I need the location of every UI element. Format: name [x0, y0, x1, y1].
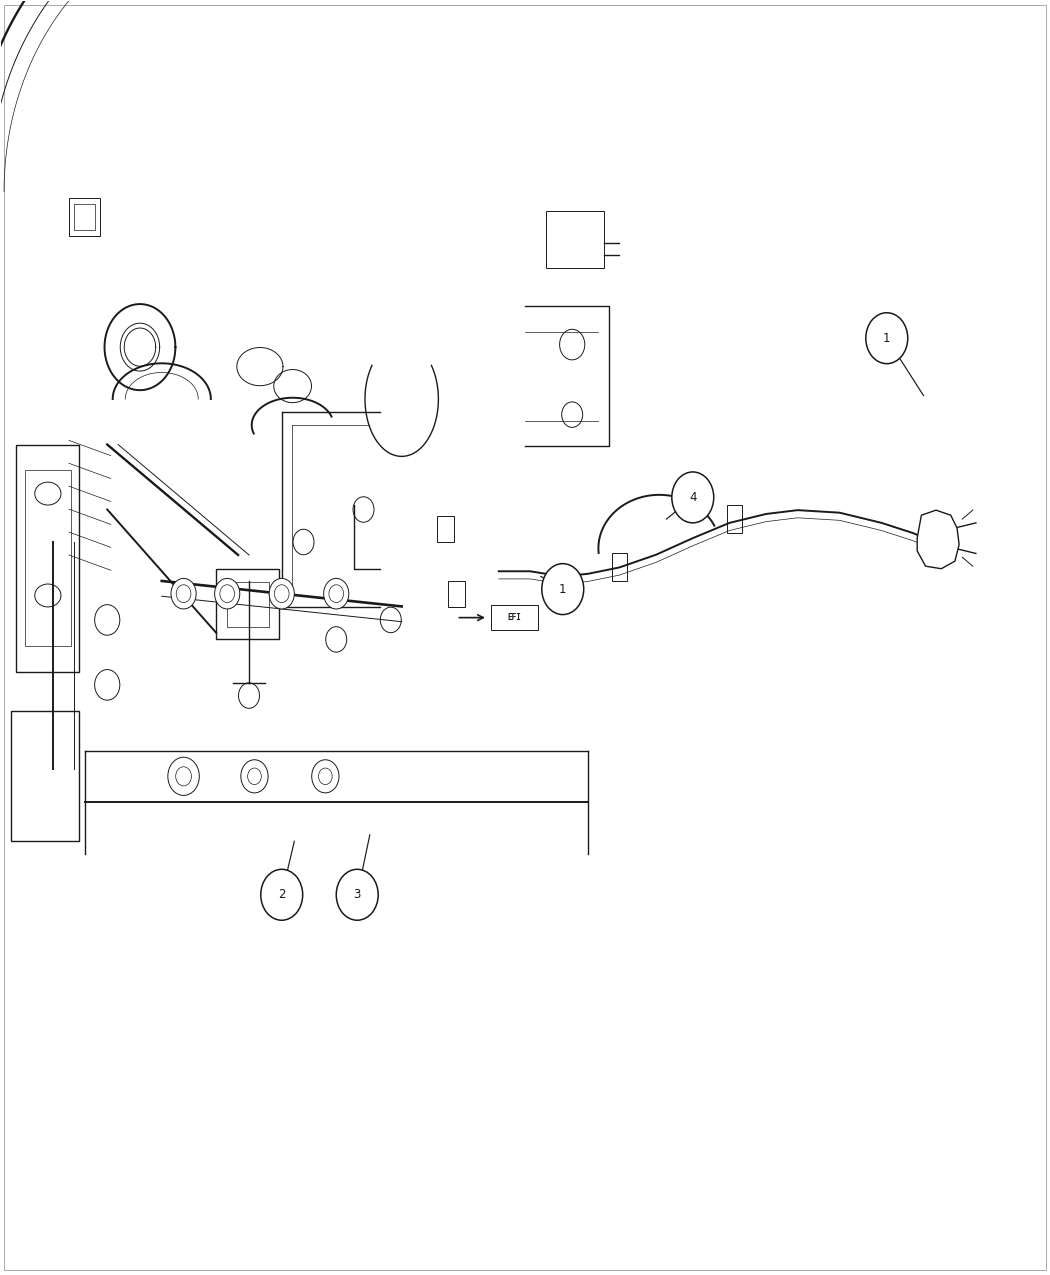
- Circle shape: [269, 579, 294, 609]
- Text: 3: 3: [354, 889, 361, 901]
- Text: 1: 1: [883, 332, 890, 344]
- Circle shape: [168, 757, 200, 796]
- Bar: [75, 204, 96, 230]
- Bar: [12, 711, 80, 842]
- Ellipse shape: [35, 584, 61, 607]
- Text: 1: 1: [559, 583, 567, 595]
- Circle shape: [380, 607, 401, 632]
- Bar: [25, 470, 71, 646]
- Circle shape: [274, 585, 289, 603]
- Circle shape: [219, 585, 234, 603]
- Circle shape: [175, 766, 191, 785]
- Bar: [612, 553, 627, 581]
- Bar: [437, 516, 454, 542]
- Circle shape: [562, 402, 583, 427]
- Circle shape: [312, 760, 339, 793]
- Circle shape: [171, 579, 196, 609]
- Circle shape: [214, 579, 239, 609]
- Bar: [447, 581, 464, 607]
- Text: 2: 2: [278, 889, 286, 901]
- Circle shape: [238, 683, 259, 709]
- Circle shape: [329, 585, 343, 603]
- Circle shape: [866, 312, 908, 363]
- Circle shape: [326, 627, 346, 652]
- Bar: [17, 445, 80, 672]
- Circle shape: [240, 760, 268, 793]
- Circle shape: [323, 579, 349, 609]
- Circle shape: [260, 870, 302, 921]
- Circle shape: [318, 768, 332, 784]
- FancyBboxPatch shape: [546, 210, 604, 268]
- Circle shape: [293, 529, 314, 555]
- Ellipse shape: [35, 482, 61, 505]
- Bar: [69, 198, 101, 236]
- Polygon shape: [918, 510, 959, 569]
- Text: 4: 4: [689, 491, 696, 504]
- Circle shape: [353, 497, 374, 523]
- FancyBboxPatch shape: [491, 604, 539, 630]
- Circle shape: [542, 564, 584, 615]
- Bar: [728, 505, 742, 533]
- Circle shape: [248, 768, 261, 784]
- Circle shape: [94, 669, 120, 700]
- Text: EFI: EFI: [507, 613, 521, 622]
- Circle shape: [336, 870, 378, 921]
- Bar: [227, 583, 269, 627]
- Circle shape: [176, 585, 191, 603]
- Circle shape: [94, 604, 120, 635]
- Bar: [216, 570, 279, 639]
- Circle shape: [560, 329, 585, 360]
- Circle shape: [672, 472, 714, 523]
